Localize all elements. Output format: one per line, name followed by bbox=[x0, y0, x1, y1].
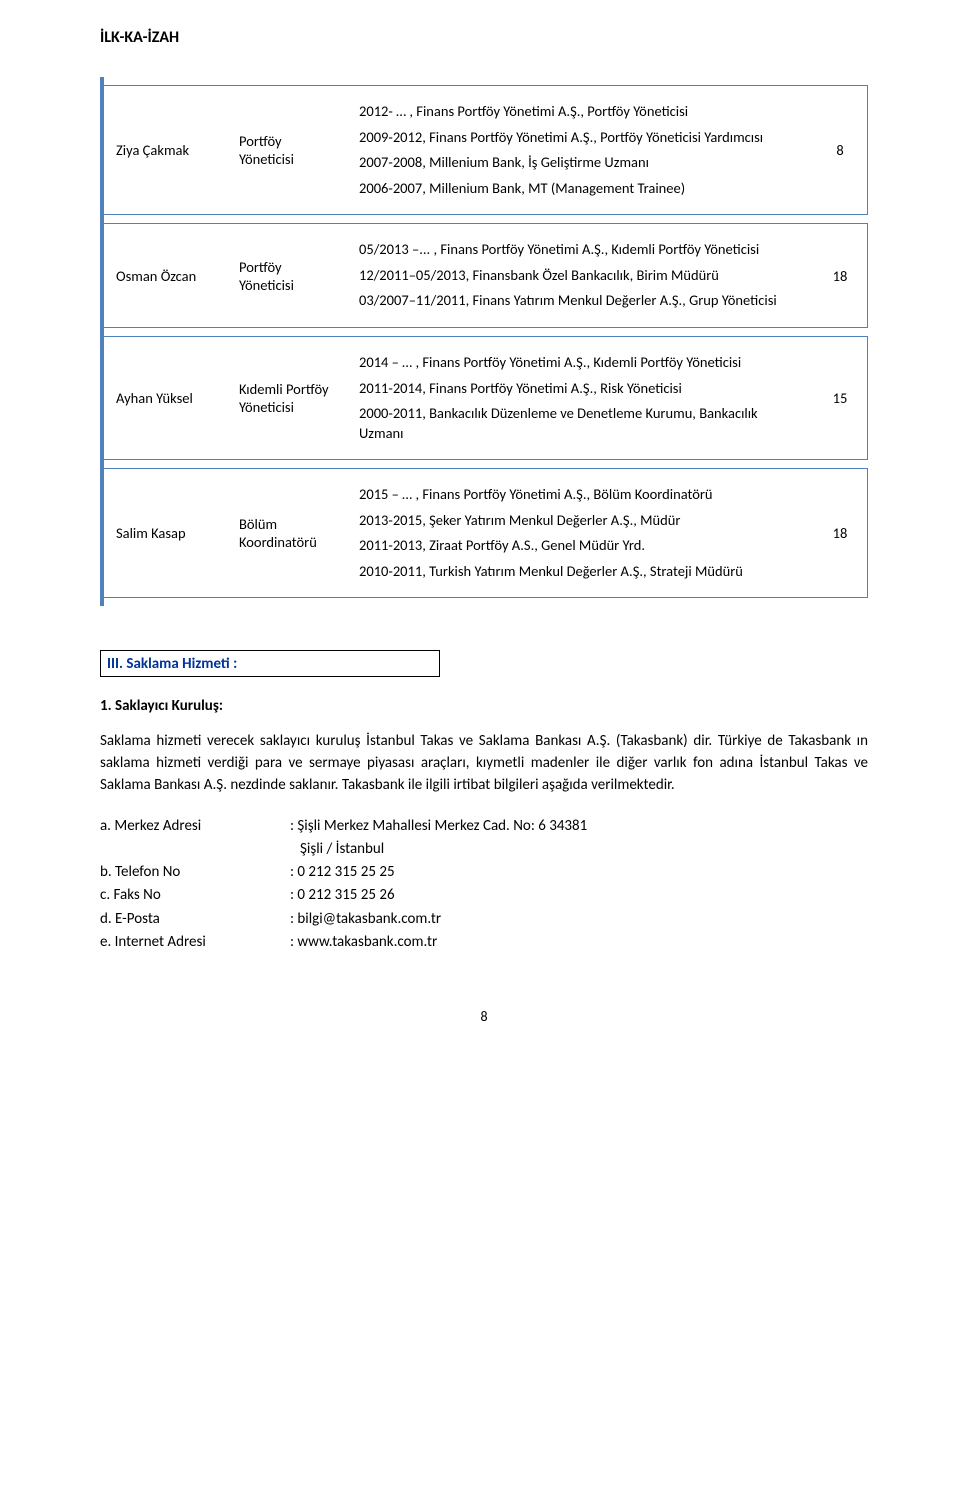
table-row: Ziya ÇakmakPortföy Yöneticisi 2012- … , F… bbox=[104, 85, 868, 215]
personnel-desc-line: 12/2011–05/2013, Finansbank Özel Bankacı… bbox=[359, 266, 803, 286]
personnel-desc-line: 2014 – … , Finans Portföy Yönetimi A.Ş.,… bbox=[359, 353, 803, 373]
personnel-desc-line: 05/2013 –... , Finans Portföy Yönetimi A… bbox=[359, 240, 803, 260]
personnel-role: Portföy Yöneticisi bbox=[229, 223, 349, 328]
contact-row: e. Internet Adresi: www.takasbank.com.tr bbox=[100, 931, 868, 954]
personnel-number: 18 bbox=[813, 223, 868, 328]
contact-list: a. Merkez Adresi: Şişli Merkez Mahallesi… bbox=[100, 815, 868, 955]
section-3-heading-box: III. Saklama Hizmeti : bbox=[100, 650, 440, 677]
personnel-name: Osman Özcan bbox=[104, 223, 229, 328]
personnel-desc-line: 2007-2008, Millenium Bank, İş Geliştirme… bbox=[359, 153, 803, 173]
contact-value: : www.takasbank.com.tr bbox=[290, 931, 437, 954]
contact-row: c. Faks No: 0 212 315 25 26 bbox=[100, 884, 868, 907]
page: İLK-KA-İZAH Ziya ÇakmakPortföy Yöneticis… bbox=[0, 0, 960, 1065]
personnel-number: 15 bbox=[813, 336, 868, 460]
contact-label: d. E-Posta bbox=[100, 908, 290, 931]
table-row: Osman ÖzcanPortföy Yöneticisi 05/2013 –..… bbox=[104, 223, 868, 328]
personnel-desc-line: 03/2007–11/2011, Finans Yatırım Menkul D… bbox=[359, 291, 803, 311]
section-3-subhead: 1. Saklayıcı Kuruluş: bbox=[100, 697, 868, 715]
personnel-number: 18 bbox=[813, 468, 868, 598]
table-row: Ayhan YükselKıdemli Portföy Yöneticisi 20… bbox=[104, 336, 868, 460]
personnel-desc: 2014 – … , Finans Portföy Yönetimi A.Ş.,… bbox=[349, 336, 813, 460]
contact-value: : 0 212 315 25 25 bbox=[290, 861, 395, 884]
page-number: 8 bbox=[100, 1008, 868, 1025]
contact-label: c. Faks No bbox=[100, 884, 290, 907]
personnel-desc-line: 2012- … , Finans Portföy Yönetimi A.Ş., … bbox=[359, 102, 803, 122]
personnel-name: Salim Kasap bbox=[104, 468, 229, 598]
personnel-name: Ayhan Yüksel bbox=[104, 336, 229, 460]
contact-value: : Şişli Merkez Mahallesi Merkez Cad. No:… bbox=[290, 815, 587, 838]
personnel-desc-line: 2011-2013, Ziraat Portföy A.S., Genel Mü… bbox=[359, 536, 803, 556]
contact-label: b. Telefon No bbox=[100, 861, 290, 884]
personnel-role: Portföy Yöneticisi bbox=[229, 85, 349, 215]
contact-value: : 0 212 315 25 26 bbox=[290, 884, 395, 907]
personnel-desc-line: 2009-2012, Finans Portföy Yönetimi A.Ş.,… bbox=[359, 128, 803, 148]
personnel-desc-line: 2000-2011, Bankacılık Düzenleme ve Denet… bbox=[359, 404, 803, 443]
contact-row: d. E-Posta: bilgi@takasbank.com.tr bbox=[100, 908, 868, 931]
personnel-table-wrap: Ziya ÇakmakPortföy Yöneticisi 2012- … , F… bbox=[100, 77, 868, 606]
personnel-desc: 2015 – … , Finans Portföy Yönetimi A.Ş.,… bbox=[349, 468, 813, 598]
contact-row: b. Telefon No: 0 212 315 25 25 bbox=[100, 861, 868, 884]
section-3-heading: III. Saklama Hizmeti : bbox=[107, 655, 237, 673]
section-3-paragraph: Saklama hizmeti verecek saklayıcı kurulu… bbox=[100, 731, 868, 796]
contact-label: e. Internet Adresi bbox=[100, 931, 290, 954]
personnel-number: 8 bbox=[813, 85, 868, 215]
personnel-desc-line: 2015 – … , Finans Portföy Yönetimi A.Ş.,… bbox=[359, 485, 803, 505]
personnel-desc-line: 2006-2007, Millenium Bank, MT (Managemen… bbox=[359, 179, 803, 199]
personnel-desc-line: 2011-2014, Finans Portföy Yönetimi A.Ş.,… bbox=[359, 379, 803, 399]
personnel-role: Kıdemli Portföy Yöneticisi bbox=[229, 336, 349, 460]
personnel-desc-line: 2010-2011, Turkish Yatırım Menkul Değerl… bbox=[359, 562, 803, 582]
personnel-desc: 2012- … , Finans Portföy Yönetimi A.Ş., … bbox=[349, 85, 813, 215]
personnel-desc: 05/2013 –... , Finans Portföy Yönetimi A… bbox=[349, 223, 813, 328]
personnel-name: Ziya Çakmak bbox=[104, 85, 229, 215]
personnel-table: Ziya ÇakmakPortföy Yöneticisi 2012- … , F… bbox=[104, 77, 868, 606]
table-row: Salim KasapBölüm Koordinatörü 2015 – … , … bbox=[104, 468, 868, 598]
contact-extra-line: Şişli / İstanbul bbox=[100, 838, 868, 861]
page-header-title: İLK-KA-İZAH bbox=[100, 28, 868, 47]
contact-row: a. Merkez Adresi: Şişli Merkez Mahallesi… bbox=[100, 815, 868, 838]
contact-label: a. Merkez Adresi bbox=[100, 815, 290, 838]
contact-value: : bilgi@takasbank.com.tr bbox=[290, 908, 441, 931]
personnel-desc-line: 2013-2015, Şeker Yatırım Menkul Değerler… bbox=[359, 511, 803, 531]
personnel-role: Bölüm Koordinatörü bbox=[229, 468, 349, 598]
